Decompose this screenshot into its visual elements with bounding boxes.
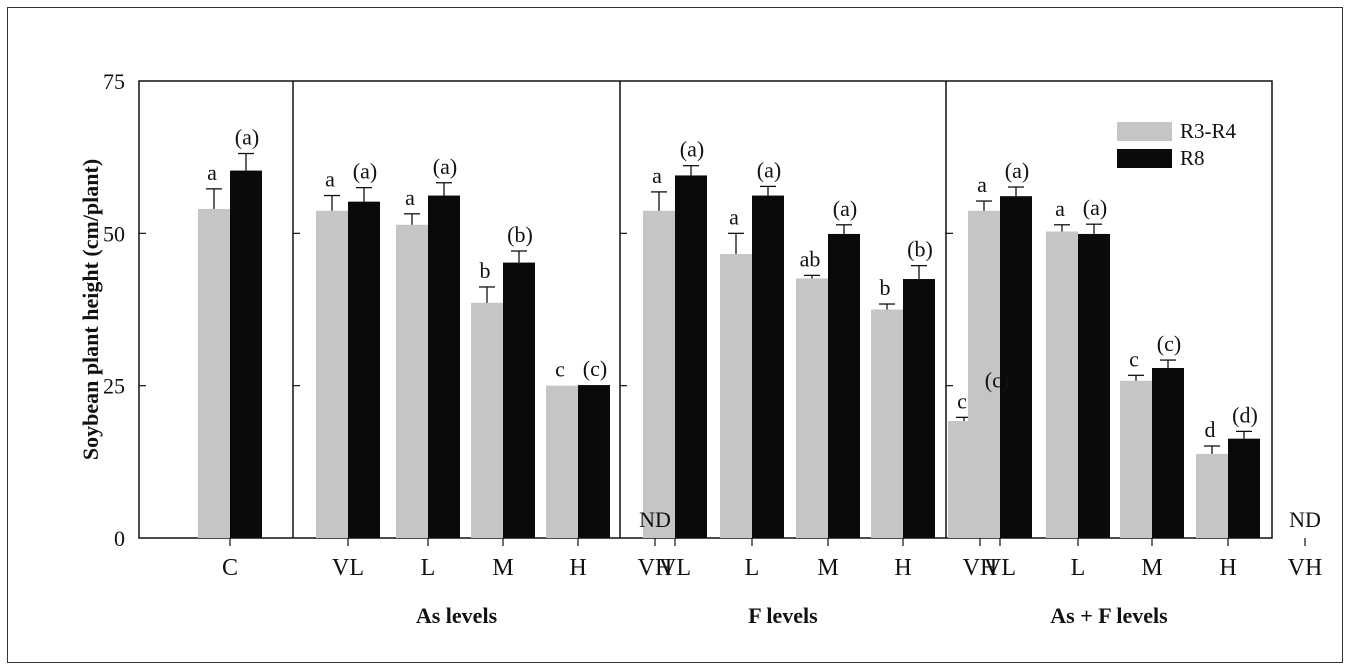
- bar-r8: [1078, 233, 1110, 538]
- significance-letter: a: [977, 172, 987, 197]
- significance-letter: (a): [433, 154, 457, 179]
- bar-r3-r4: [1046, 231, 1078, 538]
- x-tick-label: VL: [332, 555, 364, 581]
- x-tick-label: H: [569, 555, 586, 581]
- not-detected-label: ND: [1289, 507, 1321, 532]
- axes: 0 25 50 75 Soybean plant height (cm/plant) C V…: [78, 69, 1322, 628]
- bar-r8: [1228, 438, 1260, 538]
- bar-r3-r4: [643, 210, 675, 538]
- significance-letter: a: [1055, 196, 1065, 221]
- significance-letter: (a): [353, 159, 377, 184]
- significance-letter: a: [405, 185, 415, 210]
- bar-r3-r4: [471, 302, 503, 538]
- bar-r3-r4: [968, 210, 1000, 538]
- significance-letter: a: [729, 204, 739, 229]
- bar-r8: [828, 233, 860, 538]
- x-tick-label: M: [1141, 555, 1162, 581]
- y-tick-label: 50: [103, 221, 125, 246]
- bar-r3-r4: [546, 385, 578, 538]
- significance-letter: a: [652, 163, 662, 188]
- bar-r3-r4: [316, 210, 348, 538]
- significance-letter: (b): [907, 237, 933, 262]
- bar-r8: [230, 170, 262, 538]
- not-detected-label: ND: [639, 507, 671, 532]
- legend-label: R8: [1180, 146, 1205, 170]
- bar-r8: [1152, 367, 1184, 538]
- significance-letter: (a): [757, 157, 781, 182]
- bar-r3-r4: [871, 309, 903, 538]
- bar-r8: [903, 279, 935, 538]
- significance-letter: d: [1205, 417, 1216, 442]
- x-tick-label: L: [1071, 555, 1086, 581]
- bar-r3-r4: [1196, 453, 1228, 538]
- y-tick-label: 25: [103, 374, 125, 399]
- x-tick-label: VH: [963, 555, 998, 581]
- x-group-title: As + F levels: [1050, 603, 1168, 628]
- bar-r3-r4: [396, 224, 428, 538]
- significance-letter: a: [207, 160, 217, 185]
- x-tick-label: H: [1219, 555, 1236, 581]
- significance-letter: c: [555, 357, 565, 382]
- significance-letter: ab: [800, 246, 821, 271]
- x-tick-label: VH: [638, 555, 673, 581]
- significance-letter: c: [1129, 346, 1139, 371]
- significance-letter: (a): [1083, 195, 1107, 220]
- legend-label: R3-R4: [1180, 119, 1237, 143]
- bar-r8: [578, 385, 610, 538]
- significance-letter: b: [880, 275, 891, 300]
- bar-r3-r4: [796, 278, 828, 538]
- bar-r8: [752, 195, 784, 538]
- y-tick-label: 75: [103, 69, 125, 94]
- x-group-title: F levels: [748, 603, 818, 628]
- significance-letter: (b): [507, 222, 533, 247]
- y-axis-title: Soybean plant height (cm/plant): [78, 159, 103, 460]
- figure-frame: [7, 7, 1343, 663]
- x-tick-label: VL: [659, 555, 691, 581]
- bars: [198, 152, 1260, 539]
- labels: a (a) a (a) a (a) b (b) c (c) ND a (a) a (a) ab (a) b (b) c…: [207, 125, 1321, 532]
- significance-letter: (c): [1157, 331, 1181, 356]
- x-tick-label: L: [745, 555, 760, 581]
- legend: R3-R4 R8: [1117, 119, 1237, 170]
- significance-letter: a: [325, 167, 335, 192]
- legend-swatch-r3-r4: [1117, 122, 1172, 141]
- significance-letter: c: [957, 388, 967, 413]
- y-tick-label: 0: [114, 526, 125, 551]
- bar-r8: [503, 262, 535, 538]
- bar-r8: [675, 175, 707, 539]
- legend-swatch-r8: [1117, 149, 1172, 168]
- significance-letter: (a): [833, 196, 857, 221]
- significance-letter: (a): [235, 125, 259, 150]
- x-group-title: As levels: [416, 603, 498, 628]
- bar-r3-r4: [1120, 380, 1152, 538]
- significance-letter: (c): [583, 356, 607, 381]
- x-tick-label: VH: [1288, 555, 1323, 581]
- bar-r3-r4: [198, 208, 230, 538]
- bar-r8: [428, 195, 460, 538]
- x-tick-label: M: [817, 555, 838, 581]
- significance-letter: (c): [985, 368, 1009, 393]
- significance-letter: (a): [680, 137, 704, 162]
- x-tick-label: M: [492, 555, 513, 581]
- x-tick-label: H: [894, 555, 911, 581]
- bar-r8: [1000, 196, 1032, 538]
- significance-letter: (a): [1005, 158, 1029, 183]
- significance-letter: (d): [1232, 402, 1258, 427]
- bar-r3-r4: [720, 254, 752, 538]
- x-tick-label: VL: [984, 555, 1016, 581]
- significance-letter: b: [480, 258, 491, 283]
- x-tick-label: L: [421, 555, 436, 581]
- x-tick-label: C: [222, 555, 238, 581]
- bar-r8: [348, 201, 380, 538]
